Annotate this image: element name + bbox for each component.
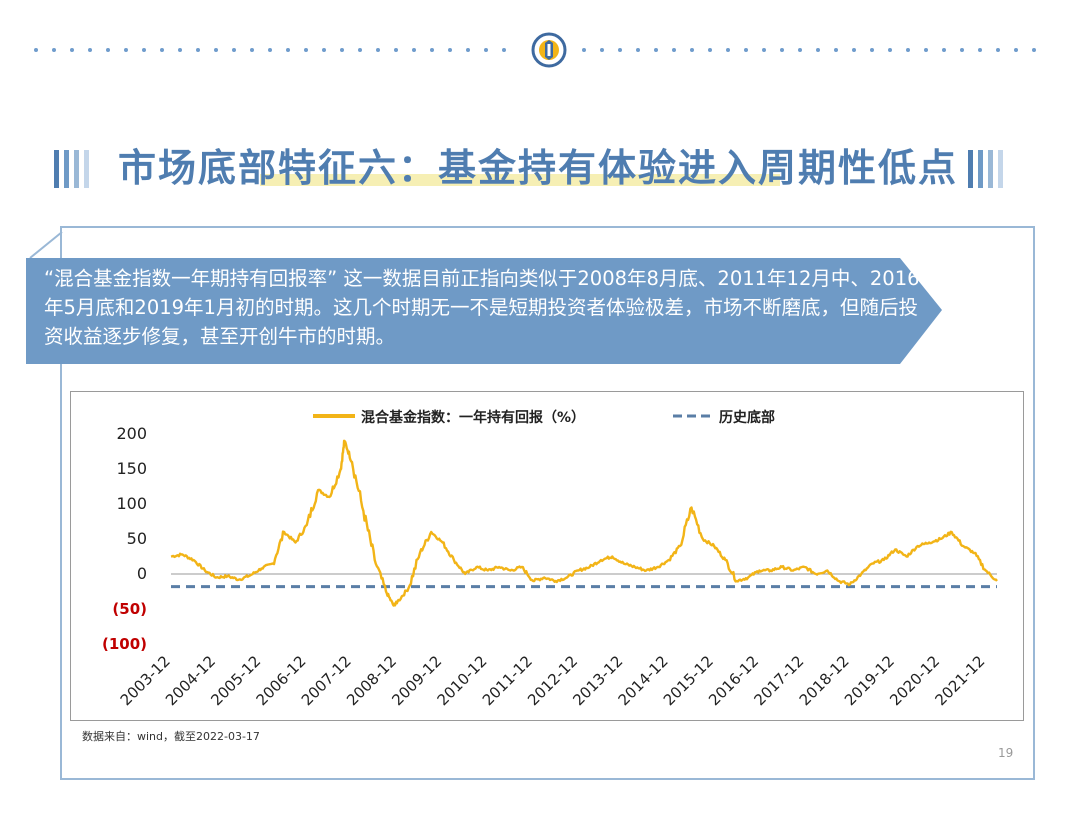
top-dotted-line-right bbox=[582, 48, 1048, 52]
dot bbox=[834, 48, 838, 52]
dot bbox=[376, 48, 380, 52]
dot bbox=[726, 48, 730, 52]
dot bbox=[996, 48, 1000, 52]
dot bbox=[502, 48, 506, 52]
dot bbox=[232, 48, 236, 52]
dot bbox=[178, 48, 182, 52]
dot bbox=[816, 48, 820, 52]
dot bbox=[942, 48, 946, 52]
dot bbox=[448, 48, 452, 52]
dot bbox=[394, 48, 398, 52]
y-tick-label: (100) bbox=[102, 635, 147, 653]
dot bbox=[654, 48, 658, 52]
dot bbox=[888, 48, 892, 52]
page-title: 市场底部特征六：基金持有体验进入周期性低点 bbox=[118, 146, 959, 190]
dot bbox=[708, 48, 712, 52]
brand-logo-icon bbox=[531, 32, 567, 68]
dot bbox=[214, 48, 218, 52]
dot bbox=[618, 48, 622, 52]
dot bbox=[762, 48, 766, 52]
title-highlight bbox=[260, 174, 780, 186]
legend-label-historical-bottom: 历史底部 bbox=[719, 409, 775, 426]
dot bbox=[322, 48, 326, 52]
dot bbox=[196, 48, 200, 52]
y-tick-label: 200 bbox=[116, 424, 147, 443]
dot bbox=[340, 48, 344, 52]
y-tick-label: 150 bbox=[116, 459, 147, 478]
dot bbox=[690, 48, 694, 52]
y-tick-label: 100 bbox=[116, 494, 147, 513]
dot bbox=[484, 48, 488, 52]
x-tick-label: 2021-12 bbox=[931, 652, 988, 709]
dot bbox=[636, 48, 640, 52]
dot bbox=[1032, 48, 1036, 52]
dot bbox=[924, 48, 928, 52]
y-tick-label: 0 bbox=[137, 564, 147, 583]
dot bbox=[250, 48, 254, 52]
dot bbox=[34, 48, 38, 52]
dot bbox=[106, 48, 110, 52]
dot bbox=[88, 48, 92, 52]
data-source-note: 数据来自：wind，截至2022-03-17 bbox=[82, 730, 260, 743]
dot bbox=[412, 48, 416, 52]
content-panel bbox=[60, 226, 1035, 780]
callout-ribbon bbox=[26, 231, 942, 364]
dot bbox=[268, 48, 272, 52]
dot bbox=[358, 48, 362, 52]
dot bbox=[672, 48, 676, 52]
dot bbox=[52, 48, 56, 52]
dot bbox=[870, 48, 874, 52]
series-line-mixed-fund-return bbox=[170, 439, 998, 607]
y-tick-label: 50 bbox=[127, 529, 147, 548]
dot bbox=[780, 48, 784, 52]
dot bbox=[852, 48, 856, 52]
dot bbox=[160, 48, 164, 52]
dot bbox=[70, 48, 74, 52]
dot bbox=[582, 48, 586, 52]
dot bbox=[744, 48, 748, 52]
dot bbox=[430, 48, 434, 52]
legend-label-mixed-fund: 混合基金指数：一年持有回报（%） bbox=[361, 409, 585, 426]
dot bbox=[798, 48, 802, 52]
dot bbox=[142, 48, 146, 52]
y-tick-label: (50) bbox=[112, 600, 147, 618]
dot bbox=[304, 48, 308, 52]
dot bbox=[906, 48, 910, 52]
title-bars-right-icon bbox=[968, 150, 1018, 188]
page-number: 19 bbox=[998, 746, 1014, 760]
dot bbox=[286, 48, 290, 52]
title-area: 市场底部特征六：基金持有体验进入周期性低点 bbox=[0, 138, 1080, 198]
chart-frame: 200 150 100 50 0 (50) (100) 2003-12 2004-12 2005-… bbox=[70, 391, 1024, 721]
line-chart: 200150100500(50)(100)2003-122004-122005-… bbox=[102, 409, 998, 709]
title-bars-left-icon bbox=[54, 150, 104, 188]
dot bbox=[960, 48, 964, 52]
dot bbox=[1014, 48, 1018, 52]
top-dotted-line-left bbox=[34, 48, 514, 52]
dot bbox=[600, 48, 604, 52]
callout-text: “混合基金指数一年期持有回报率” 这一数据目前正指向类似于2008年8月底、20… bbox=[44, 267, 920, 348]
dot bbox=[466, 48, 470, 52]
dot bbox=[978, 48, 982, 52]
dot bbox=[124, 48, 128, 52]
